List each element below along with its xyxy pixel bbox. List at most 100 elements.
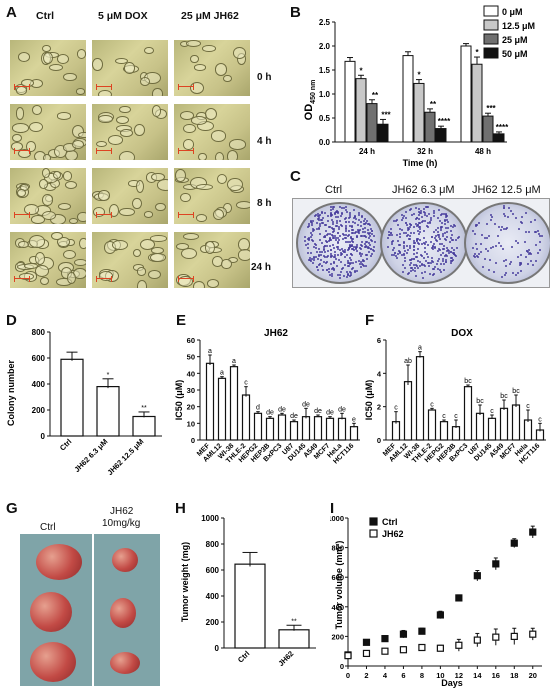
colony-dot <box>415 237 418 240</box>
cell <box>19 272 34 280</box>
legend-swatch <box>369 529 378 538</box>
colony-dot <box>453 225 456 228</box>
colony-dot <box>440 243 443 246</box>
colony-dot <box>318 223 321 226</box>
plate-jh62-12 <box>464 202 550 284</box>
colony-dot <box>446 231 449 234</box>
colony-dot <box>439 219 442 222</box>
colony-dot <box>327 214 330 217</box>
tumor-jh62-1 <box>112 548 138 572</box>
colony-dot <box>426 224 429 227</box>
colony-dot <box>368 242 371 245</box>
colony-dot <box>324 230 327 233</box>
colony-dot <box>319 232 322 235</box>
colony-dot <box>503 274 506 277</box>
colony-dot <box>538 233 541 236</box>
y-tick-label: 1.5 <box>319 66 331 75</box>
colony-dot <box>351 228 354 231</box>
colony-dot <box>450 260 453 263</box>
colony-dot <box>326 244 329 247</box>
bar-1 <box>403 381 413 441</box>
colony-dot <box>520 269 523 272</box>
colony-dot <box>497 241 500 244</box>
scale-bar <box>178 148 194 154</box>
x-tick-label: 48 h <box>475 147 491 156</box>
colony-dot <box>330 255 333 258</box>
cell <box>182 232 200 240</box>
cell <box>226 150 239 160</box>
sig-marker: * <box>417 71 421 80</box>
y-axis-label: Tumor weight (mg) <box>180 542 190 622</box>
y-tick-label: 0 <box>215 644 220 653</box>
colony-dot <box>313 229 316 232</box>
y-axis-label: Tumor volume (mm³) <box>334 541 344 630</box>
colony-dot <box>492 271 495 274</box>
colony-dot <box>423 210 426 213</box>
bar-2-2 <box>482 115 494 143</box>
colony-dot <box>408 238 411 241</box>
colony-dot <box>539 240 542 243</box>
cell <box>15 107 25 120</box>
cell <box>30 215 45 224</box>
cell <box>114 57 128 65</box>
colony-dot <box>347 274 350 277</box>
x-tick-label: 14 <box>473 671 482 680</box>
colony-dot <box>406 244 409 247</box>
colony-dot <box>407 234 410 237</box>
bar-8 <box>301 416 311 441</box>
colony-dot <box>332 230 335 233</box>
colony-dot <box>357 223 360 226</box>
colony-dot <box>367 231 370 234</box>
cell <box>140 238 156 250</box>
colony-dot <box>370 248 373 251</box>
colony-dot <box>324 244 327 247</box>
colony-dot <box>405 232 408 235</box>
colony-dot <box>362 264 365 267</box>
point-1-1 <box>362 649 371 658</box>
colony-dot <box>336 245 339 248</box>
colony-dot <box>346 248 349 251</box>
colony-dot <box>363 259 366 262</box>
colony-dot <box>328 267 331 270</box>
colony-dot <box>456 237 459 240</box>
colony-dot <box>391 239 394 242</box>
colony-dot <box>428 262 431 265</box>
col-header-dox: 5 μM DOX <box>98 10 148 22</box>
colony-dot <box>403 253 406 256</box>
colony-dot <box>315 214 318 217</box>
colony-dot <box>350 261 353 264</box>
y-tick-label: 0 <box>377 436 381 445</box>
colony-dot <box>364 245 367 248</box>
colony-dot <box>392 253 395 256</box>
colony-dot <box>338 219 341 222</box>
cell <box>180 247 198 260</box>
colony-dot <box>420 263 423 266</box>
colony-dot <box>510 246 513 249</box>
colony-dot <box>397 249 400 252</box>
y-tick-label: 0 <box>191 436 195 445</box>
colony-dot <box>434 247 437 250</box>
colony-dot <box>393 220 396 223</box>
bar-2 <box>132 415 156 437</box>
colony-dot <box>334 211 337 214</box>
colony-dot <box>333 255 336 258</box>
micrograph-r1-c2 <box>174 104 250 160</box>
scale-bar <box>96 212 112 218</box>
colony-dot <box>508 262 511 265</box>
panel-d-chart: Colony number 0 200 400 600 800 Ctrl * JH62 6.3… <box>6 328 162 477</box>
colony-dot <box>341 252 344 255</box>
colony-dot <box>361 215 364 218</box>
colony-dot <box>310 238 313 241</box>
colony-dot <box>398 251 401 254</box>
cell <box>206 279 220 288</box>
colony-dot <box>354 269 357 272</box>
panel-letter-g: G <box>6 500 18 517</box>
cell <box>213 208 225 220</box>
colony-dot <box>449 259 452 262</box>
point-0-10 <box>529 528 537 536</box>
colony-dot <box>541 235 544 238</box>
colony-dot <box>311 239 314 242</box>
sig-label: de <box>266 410 274 417</box>
micrograph-r3-c2 <box>174 232 250 288</box>
colony-dot <box>364 235 367 238</box>
